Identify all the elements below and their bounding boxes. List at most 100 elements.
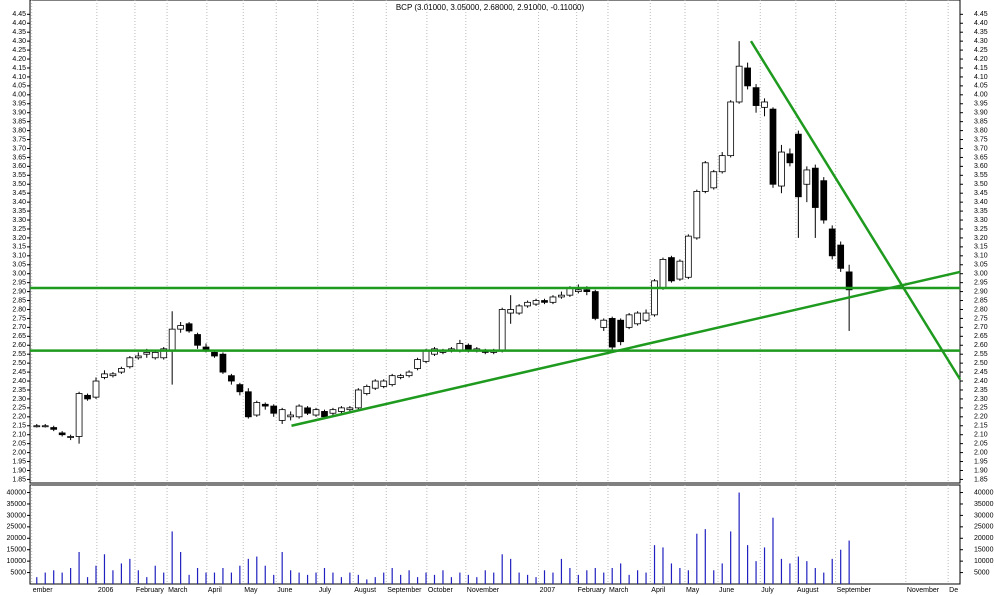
y-tick-label: 2.60	[12, 342, 26, 349]
y-tick-label: 2.90	[12, 288, 26, 295]
y-tick-label: 4.45	[974, 11, 988, 18]
y-tick-label: 2.20	[974, 414, 988, 421]
candle-body	[744, 67, 751, 87]
candle-body	[134, 355, 142, 359]
volume-tick-label: 35000	[974, 501, 994, 508]
candle-body	[160, 348, 168, 359]
y-tick-label: 3.80	[12, 127, 26, 134]
candle-body	[270, 405, 278, 414]
candle-body	[185, 323, 193, 332]
y-tick-label: 3.40	[12, 199, 26, 206]
y-tick-label: 2.40	[974, 378, 988, 385]
y-tick-label: 2.35	[974, 387, 988, 394]
candle-body	[278, 409, 286, 421]
y-tick-label: 2.90	[974, 288, 988, 295]
candle-body	[58, 432, 66, 436]
y-tick-label: 2.85	[974, 297, 988, 304]
candle-body	[659, 258, 667, 289]
y-tick-label: 4.00	[974, 92, 988, 99]
y-tick-label: 3.00	[974, 271, 988, 278]
candle-body	[346, 407, 354, 411]
candle-body	[701, 162, 709, 192]
y-tick-label: 3.35	[12, 208, 26, 215]
y-tick-label: 3.55	[12, 172, 26, 179]
y-tick-label: 3.55	[974, 172, 988, 179]
x-tick-label: ember	[33, 587, 54, 594]
y-tick-label: 1.95	[12, 458, 26, 465]
y-tick-label: 4.10	[974, 74, 988, 81]
candle-body	[321, 411, 328, 418]
candle-body	[608, 318, 616, 348]
candle-body	[541, 300, 548, 303]
y-tick-label: 2.45	[974, 369, 988, 376]
candle-body	[253, 402, 261, 416]
candle-body	[803, 169, 811, 185]
candle-body	[118, 368, 125, 373]
candle-body	[151, 352, 159, 359]
y-tick-label: 3.85	[974, 118, 988, 125]
candle-body	[651, 280, 658, 316]
y-tick-label: 4.15	[12, 65, 26, 72]
y-tick-label: 1.85	[12, 476, 26, 483]
candle-body	[194, 334, 201, 346]
y-tick-label: 3.05	[12, 262, 26, 269]
x-tick-label: May	[244, 587, 258, 594]
candle-body	[795, 133, 802, 198]
y-tick-label: 2.00	[974, 449, 988, 456]
y-tick-label: 3.80	[974, 127, 988, 134]
y-tick-label: 3.65	[974, 154, 988, 161]
y-tick-label: 3.30	[974, 217, 988, 224]
candle-body	[92, 380, 100, 398]
candle-body	[710, 171, 718, 189]
candle-body	[685, 235, 692, 278]
y-tick-label: 2.50	[12, 360, 26, 367]
chart-title: BCP (3.01000, 3.05000, 2.68000, 2.91000,…	[396, 3, 585, 12]
candle-body	[287, 414, 294, 418]
y-tick-label: 2.75	[974, 315, 988, 322]
candle-body	[574, 289, 582, 292]
candle-body	[600, 319, 608, 328]
y-tick-label: 3.50	[974, 181, 988, 188]
x-tick-label: April	[651, 587, 665, 594]
y-tick-label: 2.15	[974, 423, 988, 430]
candle-body	[261, 403, 269, 407]
candle-body	[778, 151, 785, 187]
candle-body	[414, 359, 421, 369]
y-tick-label: 3.70	[12, 145, 26, 152]
y-tick-label: 2.70	[974, 324, 988, 331]
candle-body	[837, 244, 845, 269]
candle-body	[532, 300, 540, 305]
candle-body	[583, 289, 591, 292]
candle-body	[101, 373, 108, 378]
y-tick-label: 4.00	[12, 92, 26, 99]
y-tick-label: 2.10	[12, 432, 26, 439]
candle-body	[845, 271, 853, 291]
y-tick-label: 3.85	[12, 118, 26, 125]
candle-body	[168, 328, 176, 352]
y-tick-label: 3.35	[974, 208, 988, 215]
x-tick-label: November	[907, 587, 940, 594]
candle-body	[50, 427, 58, 430]
candle-body	[668, 257, 675, 282]
y-tick-label: 4.45	[12, 11, 26, 18]
candle-body	[507, 309, 515, 314]
y-tick-label: 2.10	[974, 432, 988, 439]
x-tick-label: April	[208, 587, 222, 594]
y-tick-label: 4.30	[974, 38, 988, 45]
candle-body	[752, 87, 760, 106]
y-tick-label: 2.80	[974, 306, 988, 313]
y-tick-label: 2.30	[974, 396, 988, 403]
candle-body	[312, 409, 320, 416]
y-tick-label: 3.25	[12, 226, 26, 233]
candle-body	[422, 350, 430, 362]
volume-tick-label: 40000	[974, 489, 994, 496]
candle-body	[84, 394, 91, 400]
candle-body	[295, 405, 303, 418]
y-tick-label: 4.20	[12, 56, 26, 63]
candle-body	[676, 260, 684, 280]
y-tick-label: 3.90	[974, 110, 988, 117]
y-tick-label: 2.65	[974, 333, 988, 340]
candle-body	[591, 291, 599, 319]
volume-panel	[29, 484, 961, 585]
volume-tick-label: 30000	[974, 512, 994, 519]
